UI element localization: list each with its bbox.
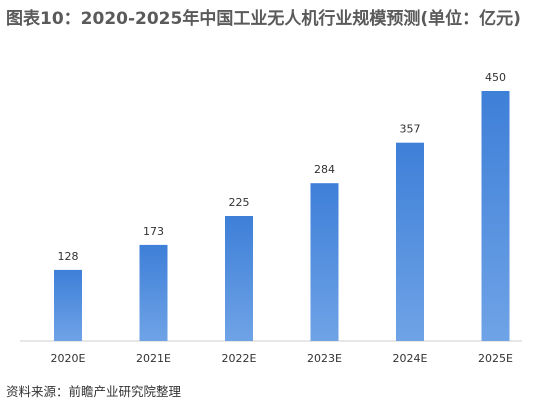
bar-2020E bbox=[54, 269, 82, 341]
value-label-2023E: 284 bbox=[314, 163, 335, 176]
x-tick-label-2021E: 2021E bbox=[136, 352, 171, 365]
value-label-2021E: 173 bbox=[143, 225, 164, 238]
x-tick-label-2020E: 2020E bbox=[51, 352, 86, 365]
bar-2025E bbox=[481, 91, 510, 341]
x-tick-label-2023E: 2023E bbox=[307, 352, 342, 365]
bar-2023E bbox=[310, 183, 339, 341]
bar-2022E bbox=[225, 216, 253, 341]
value-label-2024E: 357 bbox=[400, 123, 421, 136]
x-tick-label-2022E: 2022E bbox=[222, 352, 257, 365]
value-label-2025E: 450 bbox=[485, 71, 506, 84]
value-label-2022E: 225 bbox=[229, 196, 250, 209]
source-note: 资料来源：前瞻产业研究院整理 bbox=[6, 384, 182, 399]
x-tick-label-2025E: 2025E bbox=[478, 352, 513, 365]
x-tick-labels-layer: 2020E 2021E 2022E 2023E 2024E 2025E bbox=[51, 352, 513, 365]
bar-2024E bbox=[396, 142, 424, 341]
chart-title: 图表10：2020-2025年中国工业无人机行业规模预测(单位：亿元) bbox=[6, 8, 521, 29]
x-tick-label-2024E: 2024E bbox=[393, 352, 428, 365]
bars-layer bbox=[54, 91, 510, 341]
bar-2021E bbox=[139, 244, 168, 341]
value-label-2020E: 128 bbox=[58, 250, 79, 263]
value-labels-layer: 128 173 225 284 357 450 bbox=[58, 71, 507, 263]
